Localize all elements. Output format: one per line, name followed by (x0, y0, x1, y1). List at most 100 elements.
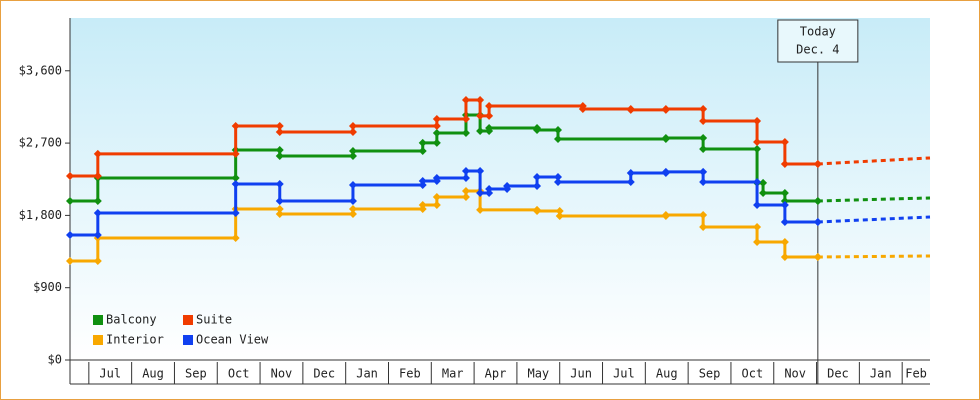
x-tick-label: Feb (905, 367, 927, 381)
marker (533, 125, 542, 134)
today-box (777, 19, 859, 63)
marker (476, 166, 485, 175)
marker (348, 128, 357, 136)
marker (432, 192, 441, 201)
y-tick-label: $900 (33, 280, 62, 294)
marker (699, 133, 708, 142)
marker (554, 134, 563, 143)
marker (275, 204, 284, 213)
marker (476, 188, 485, 197)
marker (780, 159, 789, 168)
forecast-line (817, 196, 931, 203)
marker (533, 172, 542, 181)
marker (66, 256, 74, 265)
legend-swatch (183, 335, 193, 345)
marker (533, 181, 542, 190)
marker (66, 171, 74, 180)
marker (461, 128, 470, 137)
marker (699, 210, 708, 219)
marker (476, 205, 485, 214)
marker (753, 222, 762, 231)
marker (93, 230, 102, 239)
marker (476, 126, 485, 135)
marker (780, 200, 789, 209)
marker (780, 137, 789, 146)
legend-label: Balcony (106, 313, 157, 327)
x-tick-label: Sep (699, 367, 721, 381)
marker (578, 104, 587, 113)
y-tick-label: $1,800 (19, 208, 62, 222)
x-tick-label: Sep (185, 367, 207, 381)
marker (555, 206, 564, 215)
forecast-line (817, 215, 931, 224)
y-tick-label: $2,700 (19, 136, 62, 150)
marker (554, 172, 563, 181)
forecast-line (817, 254, 931, 259)
x-tick-label: Feb (399, 367, 421, 381)
marker (461, 114, 470, 123)
marker (780, 237, 789, 246)
today-label: Dec. 4 (796, 43, 839, 57)
marker (780, 188, 789, 197)
x-tick-label: Jun (570, 367, 592, 381)
legend-label: Ocean View (196, 333, 269, 347)
marker (753, 137, 762, 146)
series-line (70, 98, 818, 178)
marker (432, 138, 441, 147)
marker (533, 206, 542, 215)
marker (93, 208, 102, 217)
marker (275, 209, 284, 218)
marker (699, 104, 708, 113)
marker (66, 197, 74, 206)
x-tick-label: Oct (228, 367, 250, 381)
marker (275, 128, 284, 136)
marker (231, 149, 240, 158)
marker (93, 171, 102, 180)
marker (66, 230, 74, 239)
x-tick-label: Apr (485, 367, 507, 381)
marker (231, 173, 240, 182)
marker (432, 128, 441, 137)
marker (93, 149, 102, 158)
marker (485, 123, 494, 132)
x-tick-label: Dec (827, 367, 849, 381)
marker (661, 167, 670, 176)
marker (626, 168, 635, 177)
x-tick-label: Jan (870, 367, 892, 381)
marker (418, 200, 427, 209)
marker (231, 208, 240, 217)
x-tick-label: Jan (356, 367, 378, 381)
marker (348, 180, 357, 189)
marker (813, 217, 822, 226)
marker (432, 200, 441, 209)
x-tick-label: Dec (313, 367, 335, 381)
marker (461, 166, 470, 175)
marker (753, 144, 762, 153)
today-label: Today (800, 25, 836, 39)
marker (699, 177, 708, 186)
marker (555, 211, 564, 220)
marker (780, 253, 789, 262)
legend-label: Suite (196, 313, 232, 327)
marker (759, 188, 768, 197)
marker (275, 145, 284, 154)
marker (753, 116, 762, 125)
x-tick-label: Aug (142, 367, 164, 381)
legend-swatch (183, 315, 193, 325)
marker (348, 151, 357, 160)
marker (813, 159, 822, 168)
marker (231, 179, 240, 188)
x-tick-label: May (527, 367, 549, 381)
marker (626, 105, 635, 114)
x-tick-label: Jul (99, 367, 121, 381)
marker (461, 173, 470, 182)
marker (275, 121, 284, 130)
series-line (70, 189, 818, 263)
y-tick-label: $0 (48, 353, 62, 367)
x-tick-label: Aug (656, 367, 678, 381)
marker (554, 125, 563, 134)
marker (432, 121, 441, 130)
x-tick-label: Oct (742, 367, 764, 381)
marker (753, 177, 762, 186)
marker (231, 121, 240, 130)
